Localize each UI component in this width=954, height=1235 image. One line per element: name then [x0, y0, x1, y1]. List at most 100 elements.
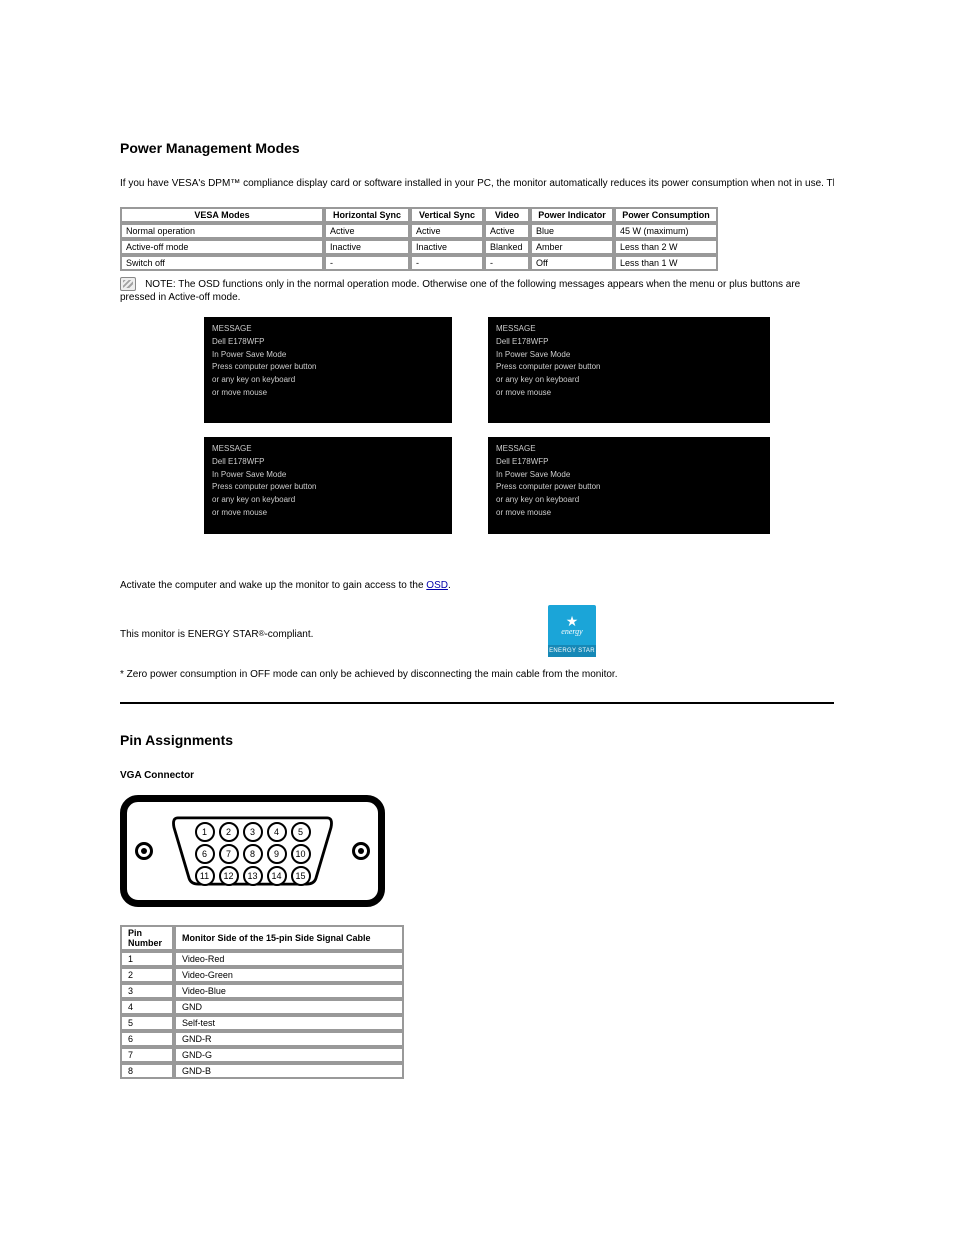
table-row: Switch off---OffLess than 1 W [120, 255, 718, 271]
table-cell: Blanked [484, 239, 530, 255]
pin-table-col2: Monitor Side of the 15-pin Side Signal C… [174, 925, 404, 951]
osd-box: MESSAGEDell E178WFP In Power Save ModePr… [204, 317, 452, 423]
table-row: 4GND [120, 999, 404, 1015]
table-cell: Inactive [410, 239, 484, 255]
osd-line: Press computer power button [212, 481, 444, 494]
osd-access-post: . [448, 580, 451, 591]
pin-label: 15 [291, 866, 311, 886]
pin-label: 13 [243, 866, 263, 886]
osd-box: MESSAGEDell E178WFP In Power Save ModePr… [488, 437, 770, 534]
pin-signal-cell: GND [174, 999, 404, 1015]
zero-power-note: * Zero power consumption in OFF mode can… [120, 669, 834, 680]
osd-line: or any key on keyboard [212, 374, 444, 387]
estar-post: -compliant. [264, 629, 313, 640]
osd-box: MESSAGEDell E178WFP In Power Save ModePr… [488, 317, 770, 423]
pin-signal-cell: Self-test [174, 1015, 404, 1031]
osd-line: or any key on keyboard [496, 494, 762, 507]
osd-line: Dell E178WFP [212, 336, 444, 349]
osd-line: In Power Save Mode [496, 349, 762, 362]
osd-line: In Power Save Mode [496, 469, 762, 482]
power-table-header: Video [484, 207, 530, 223]
vga-connector-diagram: 1 2 3 4 5 6 7 8 9 10 11 12 13 14 [120, 795, 385, 907]
table-cell: Active [324, 223, 410, 239]
pin-label: 12 [219, 866, 239, 886]
pin-label: 5 [291, 822, 311, 842]
table-cell: Amber [530, 239, 614, 255]
connector-screw-icon [352, 842, 370, 860]
osd-note: NOTE: The OSD functions only in the norm… [120, 277, 834, 303]
table-row: 8GND-B [120, 1063, 404, 1079]
table-row: 1Video-Red [120, 951, 404, 967]
table-row: 7GND-G [120, 1047, 404, 1063]
table-cell: Less than 1 W [614, 255, 718, 271]
pin-label: 1 [195, 822, 215, 842]
power-table-header: VESA Modes [120, 207, 324, 223]
note-icon [120, 277, 136, 291]
pin-number-cell: 8 [120, 1063, 174, 1079]
osd-line: Press computer power button [496, 481, 762, 494]
osd-access-pre: Activate the computer and wake up the mo… [120, 580, 426, 591]
connector-screw-icon [135, 842, 153, 860]
energy-star-row: This monitor is ENERGY STAR®-compliant. … [120, 605, 834, 665]
osd-line: MESSAGE [212, 323, 444, 336]
table-row: Normal operationActiveActiveActiveBlue45… [120, 223, 718, 239]
vga-connector-subtitle: VGA Connector [120, 770, 834, 781]
osd-line: In Power Save Mode [212, 349, 444, 362]
osd-note-text: NOTE: The OSD functions only in the norm… [120, 279, 800, 303]
pin-label: 14 [267, 866, 287, 886]
table-cell: Off [530, 255, 614, 271]
table-cell: Less than 2 W [614, 239, 718, 255]
pin-number-cell: 5 [120, 1015, 174, 1031]
osd-line: or move mouse [496, 507, 762, 520]
osd-line: Press computer power button [496, 361, 762, 374]
section-divider [120, 702, 834, 704]
osd-line: Dell E178WFP [212, 456, 444, 469]
pin-number-cell: 7 [120, 1047, 174, 1063]
table-cell: - [410, 255, 484, 271]
table-cell: - [484, 255, 530, 271]
table-row: 6GND-R [120, 1031, 404, 1047]
power-table-header: Horizontal Sync [324, 207, 410, 223]
energy-star-compliant-text: This monitor is ENERGY STAR®-compliant. [120, 629, 313, 640]
table-cell: Active [484, 223, 530, 239]
osd-access-line: Activate the computer and wake up the mo… [120, 580, 834, 591]
table-cell: Active-off mode [120, 239, 324, 255]
pin-signal-cell: GND-R [174, 1031, 404, 1047]
osd-line: or move mouse [212, 387, 444, 400]
osd-line: or move mouse [496, 387, 762, 400]
power-table-header: Power Indicator [530, 207, 614, 223]
energy-star-logo: ★ energy ENERGY STAR [548, 605, 596, 657]
pin-label: 4 [267, 822, 287, 842]
osd-line: MESSAGE [496, 443, 762, 456]
power-table-header: Vertical Sync [410, 207, 484, 223]
osd-line: or any key on keyboard [212, 494, 444, 507]
pin-number-cell: 6 [120, 1031, 174, 1047]
pin-signal-cell: GND-B [174, 1063, 404, 1079]
pin-assignments-table: Pin Number Monitor Side of the 15-pin Si… [120, 925, 404, 1079]
pin-assignments-title: Pin Assignments [120, 732, 834, 748]
pin-label: 3 [243, 822, 263, 842]
energy-star-script: energy [548, 627, 596, 636]
table-cell: - [324, 255, 410, 271]
osd-message-grid: MESSAGEDell E178WFP In Power Save ModePr… [204, 317, 834, 534]
osd-line: MESSAGE [212, 443, 444, 456]
osd-line: MESSAGE [496, 323, 762, 336]
power-modes-table: VESA ModesHorizontal SyncVertical SyncVi… [120, 207, 718, 271]
pin-signal-cell: GND-G [174, 1047, 404, 1063]
osd-line: In Power Save Mode [212, 469, 444, 482]
table-cell: Inactive [324, 239, 410, 255]
table-row: 2Video-Green [120, 967, 404, 983]
table-cell: 45 W (maximum) [614, 223, 718, 239]
pin-number-cell: 2 [120, 967, 174, 983]
pin-label: 2 [219, 822, 239, 842]
table-cell: Switch off [120, 255, 324, 271]
osd-box: MESSAGEDell E178WFP In Power Save ModePr… [204, 437, 452, 534]
table-cell: Active [410, 223, 484, 239]
osd-link[interactable]: OSD [426, 580, 448, 591]
pin-label: 10 [291, 844, 311, 864]
pin-number-cell: 1 [120, 951, 174, 967]
pin-table-col1: Pin Number [120, 925, 174, 951]
osd-line: Dell E178WFP [496, 456, 762, 469]
osd-line: Dell E178WFP [496, 336, 762, 349]
osd-line: or any key on keyboard [496, 374, 762, 387]
